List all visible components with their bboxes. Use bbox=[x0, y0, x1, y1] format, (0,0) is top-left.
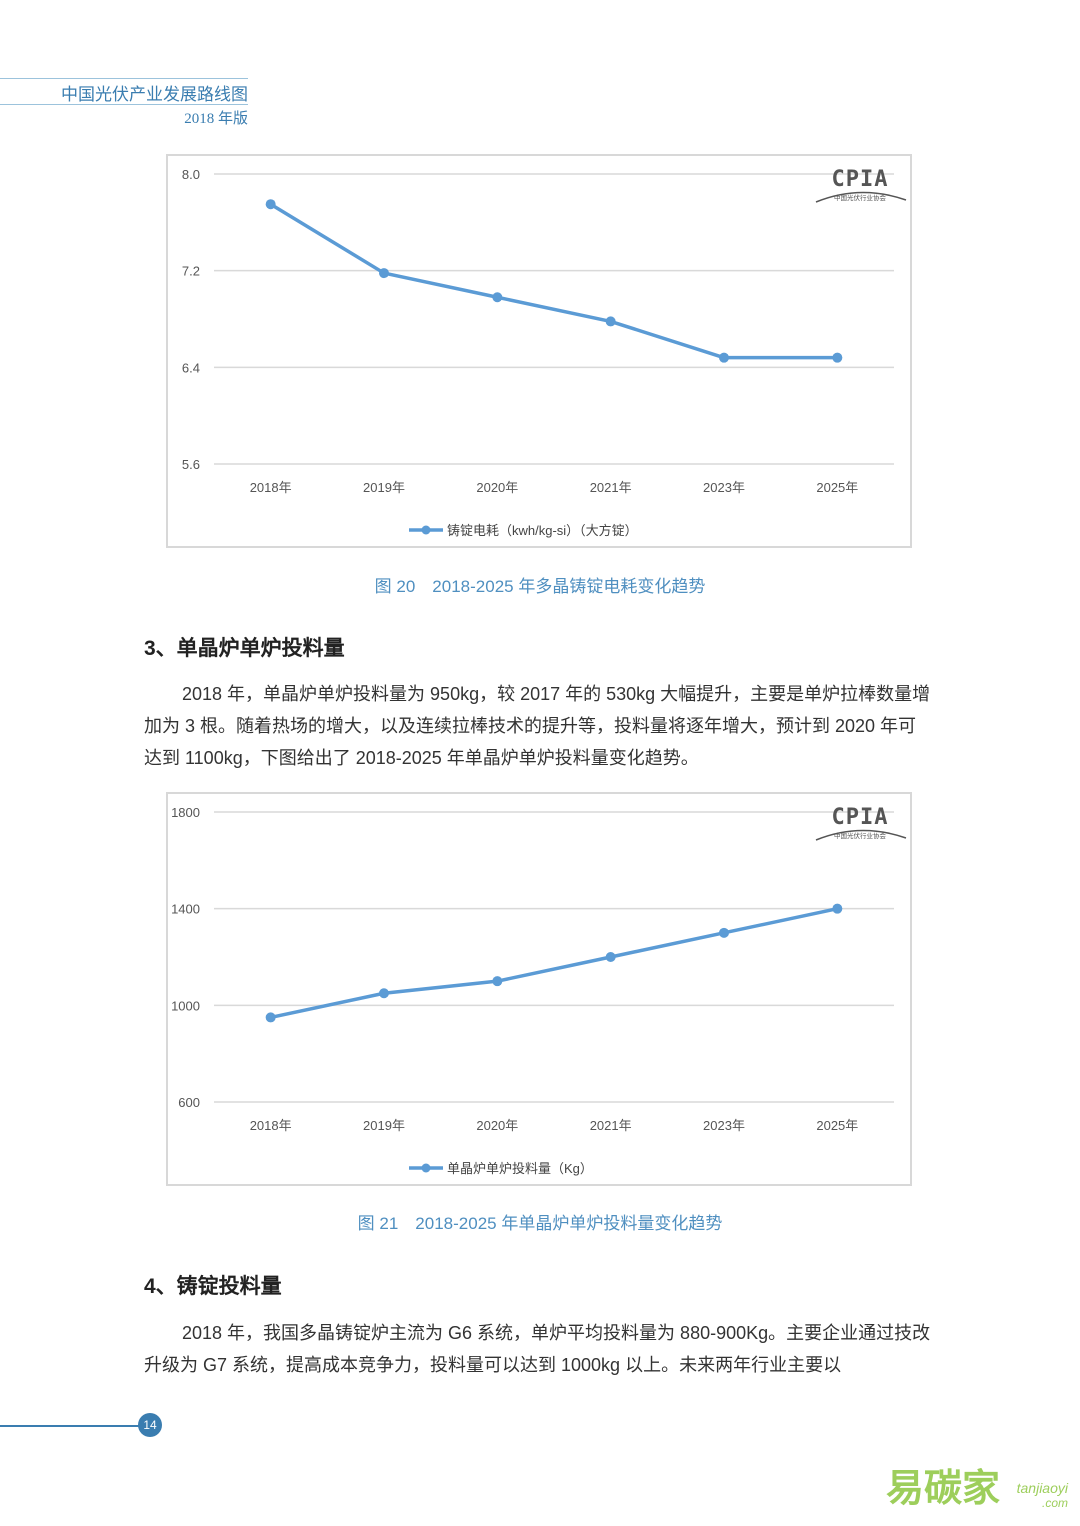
legend-label: 铸锭电耗（kwh/kg-si）（大方锭） bbox=[447, 523, 638, 538]
data-point bbox=[492, 976, 503, 987]
header-rule-top bbox=[0, 78, 248, 79]
y-tick-label: 5.6 bbox=[182, 457, 200, 472]
chart-fig21: 1800 1400 1000 600 2018年 2019年 2020年 2021年 2023年… bbox=[166, 792, 912, 1186]
header-title: 中国光伏产业发展路线图 bbox=[61, 85, 248, 104]
cpia-logo-sub: 中国光伏行业协会 bbox=[834, 193, 887, 202]
y-tick-label: 1400 bbox=[171, 902, 200, 917]
chart-svg: 1800 1400 1000 600 2018年 2019年 2020年 2021年 2023年… bbox=[171, 805, 907, 1176]
header-edition: 2018 年版 bbox=[184, 111, 248, 127]
y-tick-label: 600 bbox=[178, 1095, 200, 1110]
watermark-tld: .com bbox=[1041, 1496, 1068, 1510]
x-tick-label: 2023年 bbox=[703, 480, 745, 495]
watermark-domain: tanjiaoyi bbox=[1016, 1480, 1068, 1496]
x-tick-label: 2021年 bbox=[590, 480, 632, 495]
x-tick-label: 2019年 bbox=[363, 1118, 405, 1133]
y-tick-label: 1000 bbox=[171, 998, 200, 1013]
watermark-logo: 易碳家 bbox=[886, 1457, 1072, 1512]
x-tick-label: 2018年 bbox=[250, 480, 292, 495]
data-point bbox=[719, 927, 729, 938]
x-tick-label: 2020年 bbox=[476, 480, 518, 495]
chart-svg: 8.0 7.2 6.4 5.6 2018年 2019年 2020年 2021年 2023年 202… bbox=[182, 167, 907, 538]
cpia-logo-swoosh bbox=[815, 191, 907, 203]
caption-fig20: 图 20 2018-2025 年多晶铸锭电耗变化趋势 bbox=[374, 577, 706, 596]
legend-marker bbox=[421, 1163, 431, 1173]
cpia-logo-mark: CPIA bbox=[832, 805, 889, 830]
data-point bbox=[832, 903, 843, 914]
data-point bbox=[379, 988, 389, 999]
legend-label: 单晶炉单炉投料量（Kg） bbox=[447, 1161, 593, 1176]
x-tick-label: 2019年 bbox=[363, 480, 405, 495]
data-point bbox=[265, 199, 276, 210]
series-line bbox=[269, 202, 838, 360]
chart-fig20: 8.0 7.2 6.4 5.6 2018年 2019年 2020年 2021年 2023年 202… bbox=[166, 154, 912, 548]
section-4-paragraph: 2018 年，我国多晶铸锭炉主流为 G6 系统，单炉平均投料量为 880-900… bbox=[144, 1323, 931, 1375]
section-3-paragraph: 2018 年，单晶炉单炉投料量为 950kg，较 2017 年的 530kg 大… bbox=[144, 684, 931, 768]
series-line bbox=[270, 906, 838, 1020]
data-point bbox=[605, 316, 616, 327]
page-number: 14 bbox=[138, 1413, 162, 1437]
x-tick-label: 2023年 bbox=[703, 1118, 745, 1133]
y-tick-label: 7.2 bbox=[182, 264, 200, 279]
y-tick-label: 6.4 bbox=[182, 360, 200, 375]
cpia-logo-sub: 中国光伏行业协会 bbox=[834, 831, 887, 840]
x-tick-label: 2021年 bbox=[590, 1118, 632, 1133]
header-rule-bottom bbox=[0, 104, 248, 105]
cpia-logo-mark: CPIA bbox=[832, 167, 889, 192]
y-tick-label: 8.0 bbox=[182, 167, 200, 182]
cpia-logo-swoosh bbox=[815, 829, 907, 841]
data-point bbox=[265, 1012, 276, 1023]
x-tick-label: 2020年 bbox=[476, 1118, 518, 1133]
data-point bbox=[605, 952, 616, 962]
x-tick-label: 2018年 bbox=[250, 1118, 292, 1133]
data-point bbox=[379, 268, 389, 279]
caption-fig21: 图 21 2018-2025 年单晶炉单炉投料量变化趋势 bbox=[357, 1214, 723, 1233]
section-3-title: 3、单晶炉单炉投料量 bbox=[144, 637, 345, 660]
data-point bbox=[719, 352, 729, 363]
watermark-brand: 易碳家 bbox=[885, 1468, 1000, 1510]
y-tick-label: 1800 bbox=[171, 805, 200, 820]
data-point bbox=[492, 292, 503, 303]
x-tick-label: 2025年 bbox=[816, 1118, 858, 1133]
footer-rule bbox=[0, 1425, 140, 1427]
x-tick-label: 2025年 bbox=[816, 480, 858, 495]
legend-marker bbox=[421, 525, 431, 535]
section-4-title: 4、铸锭投料量 bbox=[144, 1275, 282, 1298]
data-point bbox=[832, 352, 843, 363]
watermark-url: tanjiaoyi .com bbox=[1017, 1480, 1068, 1510]
